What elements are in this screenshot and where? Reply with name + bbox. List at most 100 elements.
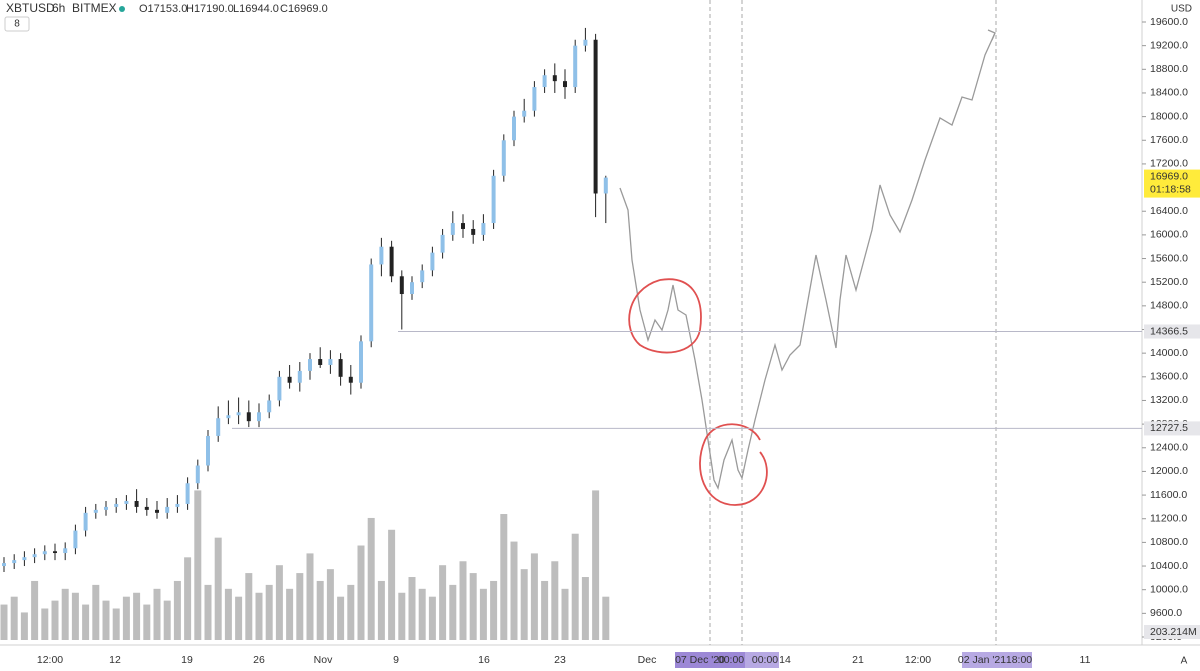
y-tick-label: 15600.0 xyxy=(1150,252,1188,264)
auto-scale-label[interactable]: A xyxy=(1181,656,1188,667)
status-dot xyxy=(119,6,125,12)
volume-bar xyxy=(449,584,457,640)
volume-bar xyxy=(265,584,273,640)
candle-body xyxy=(471,228,476,235)
interval: 6h xyxy=(52,1,65,15)
volume-bar xyxy=(286,588,294,640)
candle-body xyxy=(430,252,435,271)
y-tick-label: 14000.0 xyxy=(1150,347,1188,359)
x-tick-label: 16 xyxy=(478,654,490,666)
volume-bar xyxy=(0,604,8,640)
volume-bar xyxy=(490,580,498,640)
candle-body xyxy=(63,548,68,554)
volume-bar xyxy=(367,517,375,640)
volume-bar xyxy=(602,596,610,640)
y-tick-label: 16000.0 xyxy=(1150,229,1188,241)
candle-body xyxy=(2,563,6,567)
volume-bar xyxy=(20,612,28,640)
volume-bar xyxy=(10,596,18,640)
volume-bar xyxy=(31,580,39,640)
candle-body xyxy=(114,503,119,507)
y-tick-label: 18800.0 xyxy=(1150,63,1188,75)
x-tick-label: 07 Dec '20 xyxy=(675,654,725,666)
ohlc-high: H17190.0 xyxy=(186,3,234,15)
y-tick-label: 9600.0 xyxy=(1150,607,1182,619)
x-tick-label: 18:00 xyxy=(1006,654,1032,666)
volume-bar xyxy=(428,596,436,640)
candle-body xyxy=(226,415,231,419)
candle-body xyxy=(83,512,88,531)
x-tick-label: 26 xyxy=(253,654,265,666)
volume-bar xyxy=(479,588,487,640)
volume-bar xyxy=(275,565,283,640)
candle-body xyxy=(593,39,598,194)
volume-bar xyxy=(194,490,202,640)
volume-bar xyxy=(541,580,549,640)
volume-bar xyxy=(398,592,406,640)
volume-bar xyxy=(153,588,161,640)
candles xyxy=(0,27,610,640)
candle-body xyxy=(359,341,363,383)
y-tick-label: 12000.0 xyxy=(1150,465,1188,477)
volume-bar xyxy=(133,592,141,640)
x-tick-label: 21 xyxy=(852,654,864,666)
candle-body xyxy=(501,140,506,176)
projection-path xyxy=(619,32,996,490)
y-tick-label: 19600.0 xyxy=(1150,16,1188,28)
volume-bar xyxy=(204,584,212,640)
candle-body xyxy=(32,554,37,558)
volume-bar xyxy=(459,561,467,640)
volume-bar xyxy=(581,577,589,640)
y-tick-label: 11200.0 xyxy=(1150,513,1187,525)
y-tick-label: 18000.0 xyxy=(1150,110,1188,122)
indicator-count[interactable]: 8 xyxy=(14,19,20,30)
auto-scale-button[interactable] xyxy=(1176,653,1192,667)
volume-bar xyxy=(306,553,314,640)
x-tick-label: 9 xyxy=(393,654,399,666)
candle-body xyxy=(308,359,312,371)
time-highlight xyxy=(745,652,779,668)
volume-bar xyxy=(388,529,396,640)
volume-bar xyxy=(102,600,110,640)
candle-body xyxy=(563,81,567,88)
volume-bar xyxy=(347,584,355,640)
candle-body xyxy=(53,551,57,554)
candle-body xyxy=(491,175,496,224)
last-price-label: 16969.0 xyxy=(1150,170,1188,182)
volume-bar xyxy=(551,561,559,640)
candle-body xyxy=(328,359,333,365)
y-tick-label: 18400.0 xyxy=(1150,87,1188,99)
volume-bar xyxy=(510,541,518,640)
price-tag-label: 12727.5 xyxy=(1150,422,1188,434)
x-tick-label: Nov xyxy=(314,654,333,666)
indicator-toggle[interactable] xyxy=(4,16,30,32)
time-highlight xyxy=(962,652,1032,668)
candle-body xyxy=(379,246,384,265)
volume-bar xyxy=(571,533,579,640)
time-highlight xyxy=(675,652,745,668)
volume-bar xyxy=(255,592,263,640)
candle-body xyxy=(175,503,180,507)
candle-body xyxy=(124,500,129,504)
candle-body xyxy=(410,282,414,295)
ohlc-close: C16969.0 xyxy=(280,3,328,15)
volume-tag-label: 203.214M xyxy=(1150,626,1197,638)
candle-body xyxy=(573,45,578,88)
candle-body xyxy=(348,376,353,383)
candle-body xyxy=(73,530,78,549)
candle-body xyxy=(603,177,608,194)
candle-body xyxy=(185,483,190,504)
candle-body xyxy=(389,246,394,277)
y-tick-label: 10000.0 xyxy=(1150,583,1188,595)
volume-bar xyxy=(224,588,232,640)
price-tag-label: 14366.5 xyxy=(1150,325,1188,337)
candle-body xyxy=(532,87,537,111)
vertical-markers xyxy=(709,0,997,645)
countdown: 01:18:58 xyxy=(1150,183,1191,195)
candle-body xyxy=(104,506,108,510)
symbol: XBTUSD xyxy=(6,1,55,15)
candle-body xyxy=(481,223,486,235)
candle-body xyxy=(583,39,588,46)
volume-bar xyxy=(377,580,385,640)
candle-body xyxy=(144,506,149,510)
